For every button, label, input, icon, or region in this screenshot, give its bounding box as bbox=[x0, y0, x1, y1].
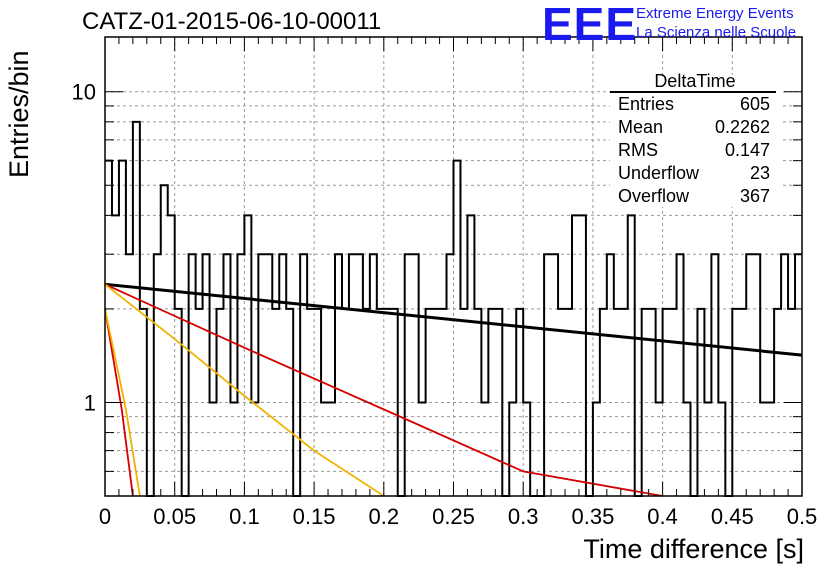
x-tick-label: 0.3 bbox=[508, 504, 539, 529]
x-tick-label: 0.45 bbox=[711, 504, 754, 529]
eee-logo: EEE bbox=[542, 0, 638, 50]
stats-row-value: 367 bbox=[740, 186, 770, 206]
x-tick-label: 0.05 bbox=[153, 504, 196, 529]
stats-row-value: 23 bbox=[750, 163, 770, 183]
stats-row-label: Underflow bbox=[618, 163, 700, 183]
stats-row-label: Mean bbox=[618, 117, 663, 137]
stats-row-value: 0.147 bbox=[725, 140, 770, 160]
x-tick-label: 0.4 bbox=[647, 504, 678, 529]
fit-curve-black bbox=[104, 282, 803, 357]
x-tick-label: 0.15 bbox=[293, 504, 336, 529]
x-tick-label: 0.35 bbox=[571, 504, 614, 529]
stats-row-value: 0.2262 bbox=[715, 117, 770, 137]
y-tick-label: 1 bbox=[84, 390, 96, 415]
stats-box-bg bbox=[610, 75, 780, 207]
fit-curve-orange bbox=[104, 308, 141, 497]
fit-curve-red bbox=[104, 308, 134, 497]
x-tick-label: 0.2 bbox=[369, 504, 400, 529]
stats-box-title: DeltaTime bbox=[654, 71, 735, 91]
y-axis-label: Entries/bin bbox=[4, 50, 34, 178]
histogram-line bbox=[105, 120, 802, 497]
chart-title: CATZ-01-2015-06-10-00011 bbox=[82, 8, 382, 35]
x-tick-label: 0 bbox=[99, 504, 111, 529]
fit-curve-orange bbox=[104, 283, 385, 497]
stats-row-label: Entries bbox=[618, 94, 674, 114]
stats-row-label: RMS bbox=[618, 140, 658, 160]
x-tick-label: 0.1 bbox=[229, 504, 260, 529]
logo-line-1: Extreme Energy Events bbox=[636, 5, 794, 22]
x-axis-label: Time difference [s] bbox=[583, 534, 804, 564]
fit-curve-red bbox=[104, 283, 663, 497]
x-tick-label: 0.5 bbox=[787, 504, 818, 529]
logo-line-2: La Scienza nelle Scuole bbox=[636, 24, 797, 41]
stats-row-label: Overflow bbox=[618, 186, 690, 206]
y-tick-label: 10 bbox=[72, 80, 96, 105]
stats-row-value: 605 bbox=[740, 94, 770, 114]
x-tick-label: 0.25 bbox=[432, 504, 475, 529]
